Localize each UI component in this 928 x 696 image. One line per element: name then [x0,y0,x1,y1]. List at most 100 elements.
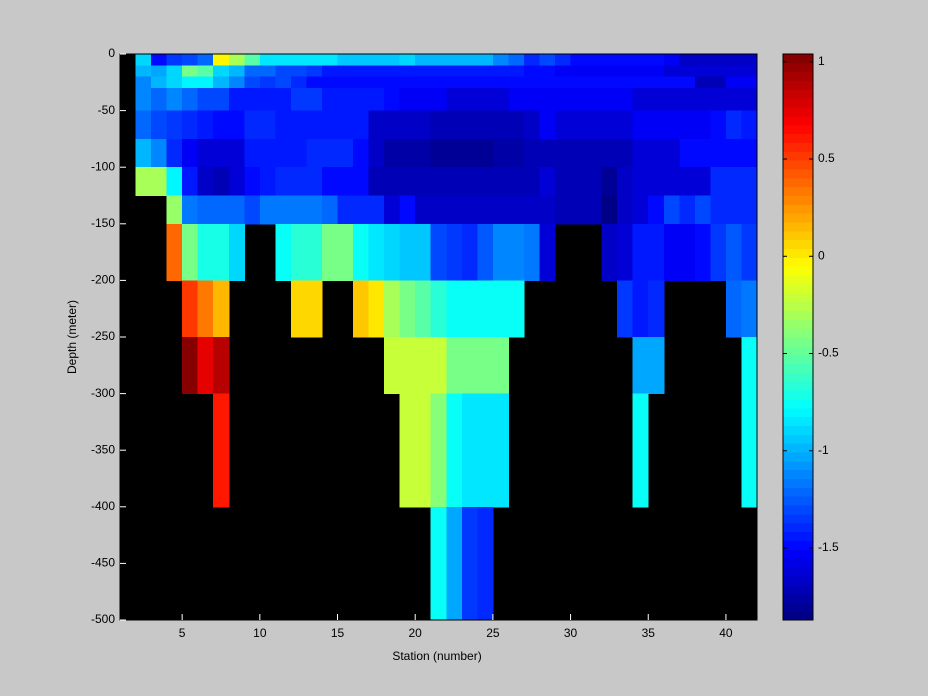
y-axis-label: Depth (meter) [65,300,79,374]
heatmap-cell [321,167,339,196]
colorbar-swatch [783,354,813,365]
heatmap-cell [539,76,556,89]
heatmap-cell [461,337,478,395]
heatmap-cell [446,167,463,196]
heatmap-cell [446,223,463,281]
heatmap-cell [306,167,323,196]
heatmap-cell [399,337,416,395]
heatmap-cell [617,280,634,338]
heatmap-cell [555,87,572,112]
heatmap-cell [321,138,339,168]
colorbar-swatch [783,434,813,444]
heatmap-cell [182,280,199,338]
heatmap-cell [648,337,665,395]
heatmap-cell [648,87,665,112]
heatmap-cell [228,167,245,196]
heatmap-cell [228,76,245,89]
heatmap-cell [259,138,276,168]
heatmap-cell [492,65,509,78]
heatmap-cell [166,87,183,112]
colorbar-swatch [783,62,813,73]
heatmap-cell [617,54,634,66]
colorbar-swatch [783,186,813,196]
heatmap-cell [353,223,370,281]
heatmap-cell [492,223,509,281]
heatmap-cell [601,223,618,281]
heatmap-cell [461,138,478,168]
heatmap-cell [213,110,230,140]
heatmap-cell [586,65,603,78]
heatmap-cell [244,76,261,89]
heatmap-cell [290,195,307,225]
heatmap-cell [710,223,727,281]
colorbar-swatch [783,372,813,382]
heatmap-cell [461,54,478,66]
heatmap-cell [586,110,603,140]
heatmap-cell [290,110,307,140]
heatmap-cell [555,65,572,78]
heatmap-cell [632,54,649,66]
heatmap-cell [586,195,603,225]
heatmap-cell [648,110,665,140]
heatmap-cell [182,87,199,112]
colorbar-swatch [783,469,813,479]
heatmap-cell [275,87,292,112]
heatmap-cell [601,138,618,168]
colorbar-swatch [783,133,813,143]
heatmap-cell [710,65,727,78]
heatmap-cell [290,167,307,196]
heatmap-cell [197,280,214,338]
heatmap-cell [679,76,696,89]
heatmap-cell [275,65,292,78]
x-tick-label: 15 [331,626,345,640]
heatmap-cell [430,337,447,395]
heatmap-cell [135,54,152,66]
heatmap-cell [151,110,168,140]
heatmap-cell [182,337,199,395]
colorbar-swatch [783,275,813,285]
heatmap-cell [213,76,230,89]
heatmap-cell [430,280,447,338]
heatmap-cell [166,54,183,66]
heatmap-cell [694,54,711,66]
heatmap-cell [710,54,727,66]
heatmap-cell [508,65,525,78]
heatmap-cell [228,54,245,66]
heatmap-cell [477,195,494,225]
colorbar-swatch [783,460,813,471]
heatmap-cell [415,54,432,66]
heatmap-cell [539,167,556,196]
heatmap-cell [244,87,261,112]
heatmap-cell [415,138,432,168]
heatmap-cell [415,87,432,112]
heatmap-cell [663,110,680,140]
colorbar-swatch [783,611,813,621]
heatmap-cell [399,223,416,281]
heatmap-cell [477,76,494,89]
heatmap-cell [492,393,509,508]
heatmap-cell [197,337,214,395]
heatmap-cell [679,223,696,281]
heatmap-cell [290,280,307,338]
heatmap-cell [166,223,183,281]
heatmap-cell [725,138,742,168]
colorbar-swatch [783,381,813,391]
heatmap-cell [368,87,385,112]
heatmap-cell [306,65,323,78]
heatmap-cell [213,223,230,281]
colorbar-swatch [783,513,813,524]
heatmap-cell [213,280,230,338]
colorbar-swatch [783,319,813,329]
heatmap-cell [213,87,230,112]
y-tick-label: -350 [91,442,115,456]
colorbar-swatch [783,416,813,426]
heatmap-cell [415,65,432,78]
heatmap-cell [679,54,696,66]
heatmap-cell [151,76,168,89]
heatmap-cell [663,223,680,281]
heatmap-cell [368,223,385,281]
heatmap-cell [213,138,230,168]
heatmap-cell [244,65,261,78]
heatmap-cell [384,280,401,338]
heatmap-cell [337,167,354,196]
